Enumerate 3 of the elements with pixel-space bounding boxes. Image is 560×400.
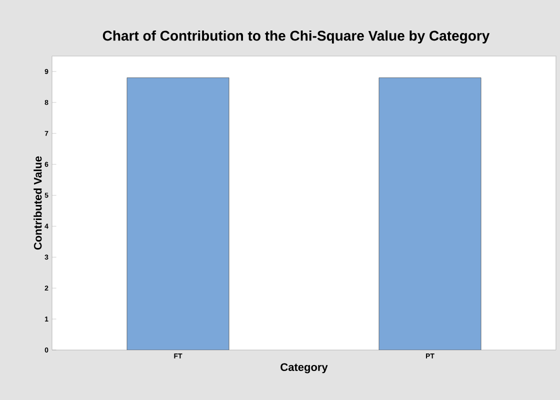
x-axis-title: Category — [280, 363, 328, 374]
y-axis-title: Contributed Value — [34, 156, 42, 250]
chart-title: Chart of Contribution to the Chi-Square Value by Category — [102, 30, 490, 44]
